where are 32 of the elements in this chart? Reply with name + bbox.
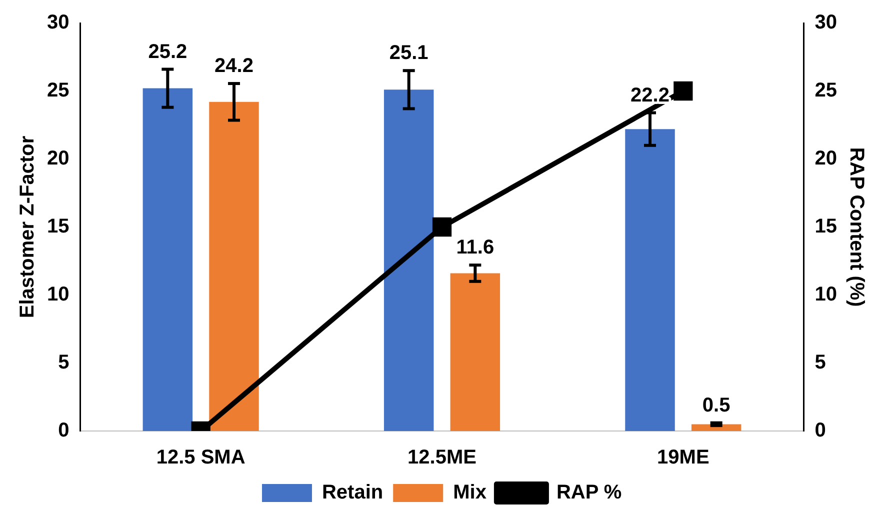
y-tick-label: 10 [46, 284, 70, 306]
y2-axis-title: RAP Content (%) [845, 147, 868, 307]
y2-tick-label: 0 [814, 420, 826, 442]
data-label: 24.2 [214, 55, 254, 78]
y2-tick-label: 10 [814, 284, 838, 306]
y-tick-label: 20 [46, 148, 70, 170]
data-label: 25.1 [389, 42, 428, 64]
y-tick-label: 0 [58, 420, 70, 442]
y2-tick-label: 20 [814, 148, 838, 170]
legend-label: Mix [453, 482, 486, 504]
y-tick-label: 30 [46, 12, 70, 34]
y-tick-label: 15 [46, 216, 70, 238]
data-label: 11.6 [456, 236, 494, 259]
y2-tick-label: 15 [814, 216, 838, 238]
y2-tick-label: 30 [814, 12, 838, 34]
data-label: 0.5 [702, 394, 730, 416]
bar [450, 273, 500, 431]
x-tick-label: 19ME [657, 446, 710, 469]
x-tick-label: 12.5 SMA [156, 446, 246, 469]
data-label: 25.2 [148, 40, 188, 63]
bar [384, 90, 434, 431]
y2-tick-label: 5 [814, 352, 826, 374]
x-tick-label: 12.5ME [408, 446, 476, 469]
bar [625, 129, 675, 431]
y-tick-label: 5 [58, 352, 70, 374]
legend-label: RAP % [556, 482, 622, 504]
y-axis-title: Elastomer Z-Factor [16, 136, 39, 318]
bar [209, 102, 259, 431]
bar [142, 88, 193, 431]
y-tick-label: 25 [46, 80, 70, 102]
legend-label: Retain [322, 482, 384, 504]
y2-tick-label: 25 [814, 80, 838, 102]
